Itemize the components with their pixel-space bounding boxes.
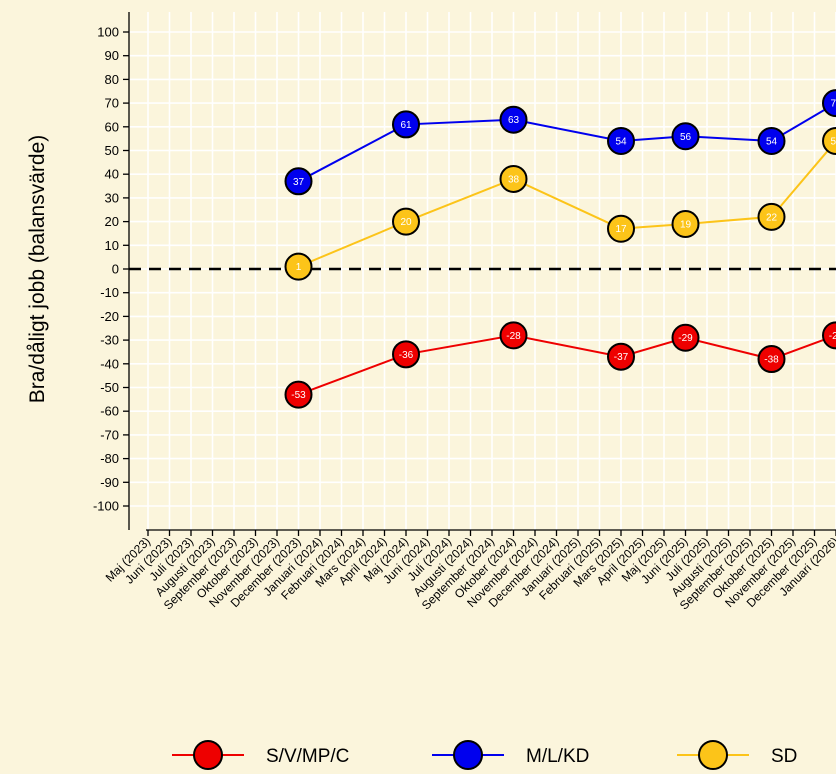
data-point [671, 122, 700, 151]
y-tick-label: 90 [105, 48, 119, 63]
grid [129, 12, 836, 530]
data-point [392, 340, 420, 369]
data-point [284, 252, 313, 281]
y-axis-title: Bra/dåligt jobb (balansvärde) [26, 135, 49, 404]
series-line [298, 102, 836, 183]
data-point [757, 127, 786, 156]
y-tick-label: -40 [100, 356, 119, 371]
y-tick-label: 80 [105, 72, 119, 87]
data-point [822, 321, 836, 350]
data-label: 54 [766, 137, 778, 148]
legend-item: SD [677, 740, 797, 770]
data-label: 70 [830, 99, 836, 110]
data-point [607, 127, 635, 156]
y-tick-label: 60 [105, 119, 119, 134]
data-label: 19 [680, 219, 692, 230]
y-tick-label: -70 [100, 427, 119, 442]
legend-marker [193, 740, 223, 770]
y-tick-label: -30 [100, 333, 119, 348]
data-label: 54 [830, 137, 836, 148]
data-point [757, 345, 786, 374]
data-label: 54 [615, 137, 627, 148]
y-tick-label: -20 [100, 309, 119, 324]
data-label: -37 [614, 352, 629, 363]
legend-marker [698, 740, 728, 770]
data-point [671, 323, 700, 352]
data-label: 56 [680, 132, 692, 143]
y-tick-label: 50 [105, 143, 119, 158]
data-point [392, 110, 420, 139]
data-label: -38 [764, 355, 779, 366]
y-tick-label: -60 [100, 404, 119, 419]
data-point [499, 105, 528, 134]
legend: S/V/MP/C M/L/KD SD [172, 740, 797, 770]
data-label: -36 [399, 350, 414, 361]
data-point [392, 207, 420, 236]
series-line [298, 334, 836, 396]
data-label: -29 [678, 333, 693, 344]
y-tick-label: 40 [105, 167, 119, 182]
data-label: 63 [508, 115, 520, 126]
legend-label: M/L/KD [526, 746, 589, 767]
data-point [822, 127, 836, 156]
y-tick-label: -80 [100, 451, 119, 466]
data-label: 17 [615, 224, 627, 235]
data-label: 1 [296, 262, 302, 273]
y-tick-label: 30 [105, 190, 119, 205]
data-point [607, 342, 635, 371]
data-label: 38 [508, 174, 520, 185]
data-label: 37 [293, 177, 305, 188]
data-label: 20 [400, 217, 412, 228]
y-tick-label: 70 [105, 96, 119, 111]
data-point [822, 89, 836, 118]
data-label: -28 [829, 331, 836, 342]
data-point [607, 214, 635, 243]
data-label: -53 [291, 390, 306, 401]
y-tick-label: 100 [97, 25, 119, 40]
data-point [499, 164, 528, 193]
legend-item: S/V/MP/C [172, 740, 349, 770]
data-point [757, 202, 786, 231]
y-tick-label: 10 [105, 238, 119, 253]
y-tick-label: 20 [105, 214, 119, 229]
series-line [298, 140, 836, 268]
data-label: -28 [506, 331, 521, 342]
data-point [671, 209, 700, 238]
data-point [499, 321, 528, 350]
y-tick-label: -90 [100, 475, 119, 490]
y-tick-label: 0 [112, 262, 119, 277]
legend-label: S/V/MP/C [266, 746, 349, 767]
y-tick-label: -50 [100, 380, 119, 395]
legend-label: SD [771, 746, 797, 767]
series: -53 -36 -28 -37 -29 -38 -28 37 61 63 54 56 54 70 1 20 38… [284, 89, 836, 409]
y-tick-label: -100 [93, 499, 119, 514]
legend-item: M/L/KD [432, 740, 589, 770]
axes: 1009080706050403020100-10-20-30-40-50-60… [93, 12, 836, 613]
data-label: 22 [766, 212, 778, 223]
y-tick-label: -10 [100, 285, 119, 300]
data-point [284, 380, 313, 409]
data-point [284, 167, 313, 196]
legend-marker [453, 740, 483, 770]
data-label: 61 [400, 120, 412, 131]
